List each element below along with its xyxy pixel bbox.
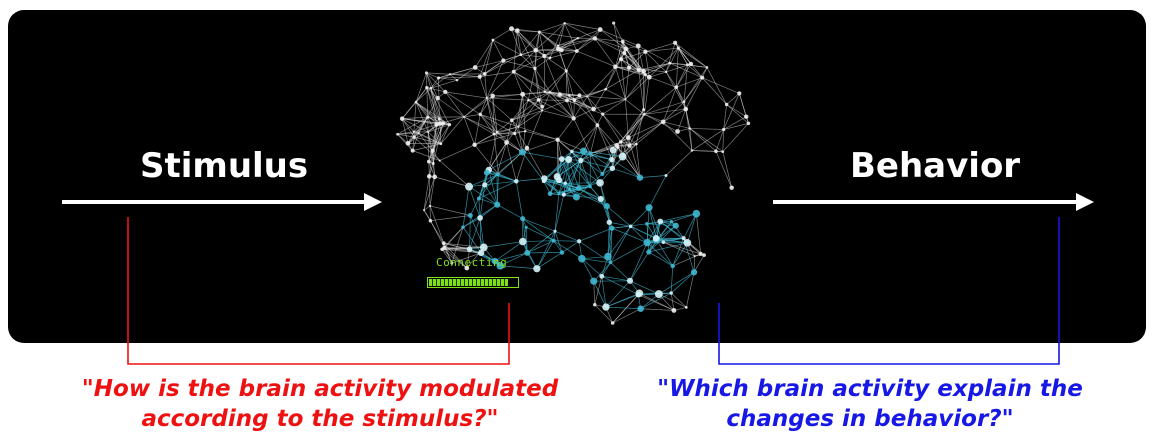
stimulus-question: "How is the brain activity modulated acc… — [40, 374, 600, 434]
brain-network-icon — [396, 21, 751, 325]
connecting-progress-bar — [427, 277, 519, 288]
behavior-question-line-1: "Which brain activity explain the — [657, 376, 1083, 402]
behavior-label: Behavior — [850, 146, 1021, 186]
progress-fill — [429, 279, 509, 286]
diagram-panel — [8, 10, 1146, 343]
behavior-question: "Which brain activity explain the change… — [610, 374, 1130, 434]
behavior-question-line-2: changes in behavior?" — [726, 406, 1014, 432]
stimulus-label: Stimulus — [140, 146, 309, 186]
right-bracket — [718, 217, 1060, 365]
connecting-status-text: Connecting — [436, 256, 508, 269]
behavior-arrow — [773, 193, 1094, 211]
stimulus-question-line-2: according to the stimulus?" — [141, 406, 499, 432]
stimulus-question-line-1: "How is the brain activity modulated — [81, 376, 559, 402]
stimulus-arrow — [62, 193, 382, 211]
left-bracket — [127, 217, 510, 365]
